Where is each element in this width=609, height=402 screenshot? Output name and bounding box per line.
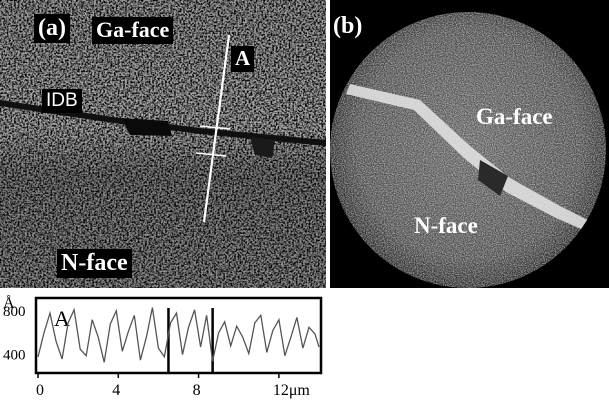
boundary-streak [346,84,592,232]
profile-letter: A [54,306,70,331]
n-face-label-b: N-face [414,213,478,238]
n-face-label-a: N-face [57,249,132,278]
line-a-label: A [231,46,255,72]
ga-face-label-a: Ga-face [92,17,174,44]
boundary-pit [122,118,172,136]
plot-frame [34,296,323,375]
boundary-band [0,100,326,146]
scan-line-a [202,34,231,223]
x-tick-label: 12μm [273,382,311,399]
afm-image-panel: (a) Ga-face A IDB N-face [0,0,326,288]
y-tick-label: 800 [3,304,26,320]
panel-b-tag: (b) [333,13,363,39]
panel-a-tag: (a) [34,14,70,43]
profile-series-line [37,307,320,363]
idb-label: IDB [42,89,82,113]
y-tick-label: 400 [3,348,26,364]
micrograph-image [330,12,606,288]
micrograph-panel: (b) Ga-face N-face [330,0,609,288]
y-axis-unit: Å [3,294,15,312]
height-profile-svg: Å A 800 400 0 4 8 12μm [3,294,323,399]
x-tick-label: 4 [112,382,120,399]
ga-face-label-b: Ga-face [476,104,553,129]
x-tick-label: 0 [36,382,44,399]
x-tick-label: 8 [193,382,201,399]
height-profile-chart: Å A 800 400 0 4 8 12μm [0,288,330,402]
afm-image [0,0,326,288]
